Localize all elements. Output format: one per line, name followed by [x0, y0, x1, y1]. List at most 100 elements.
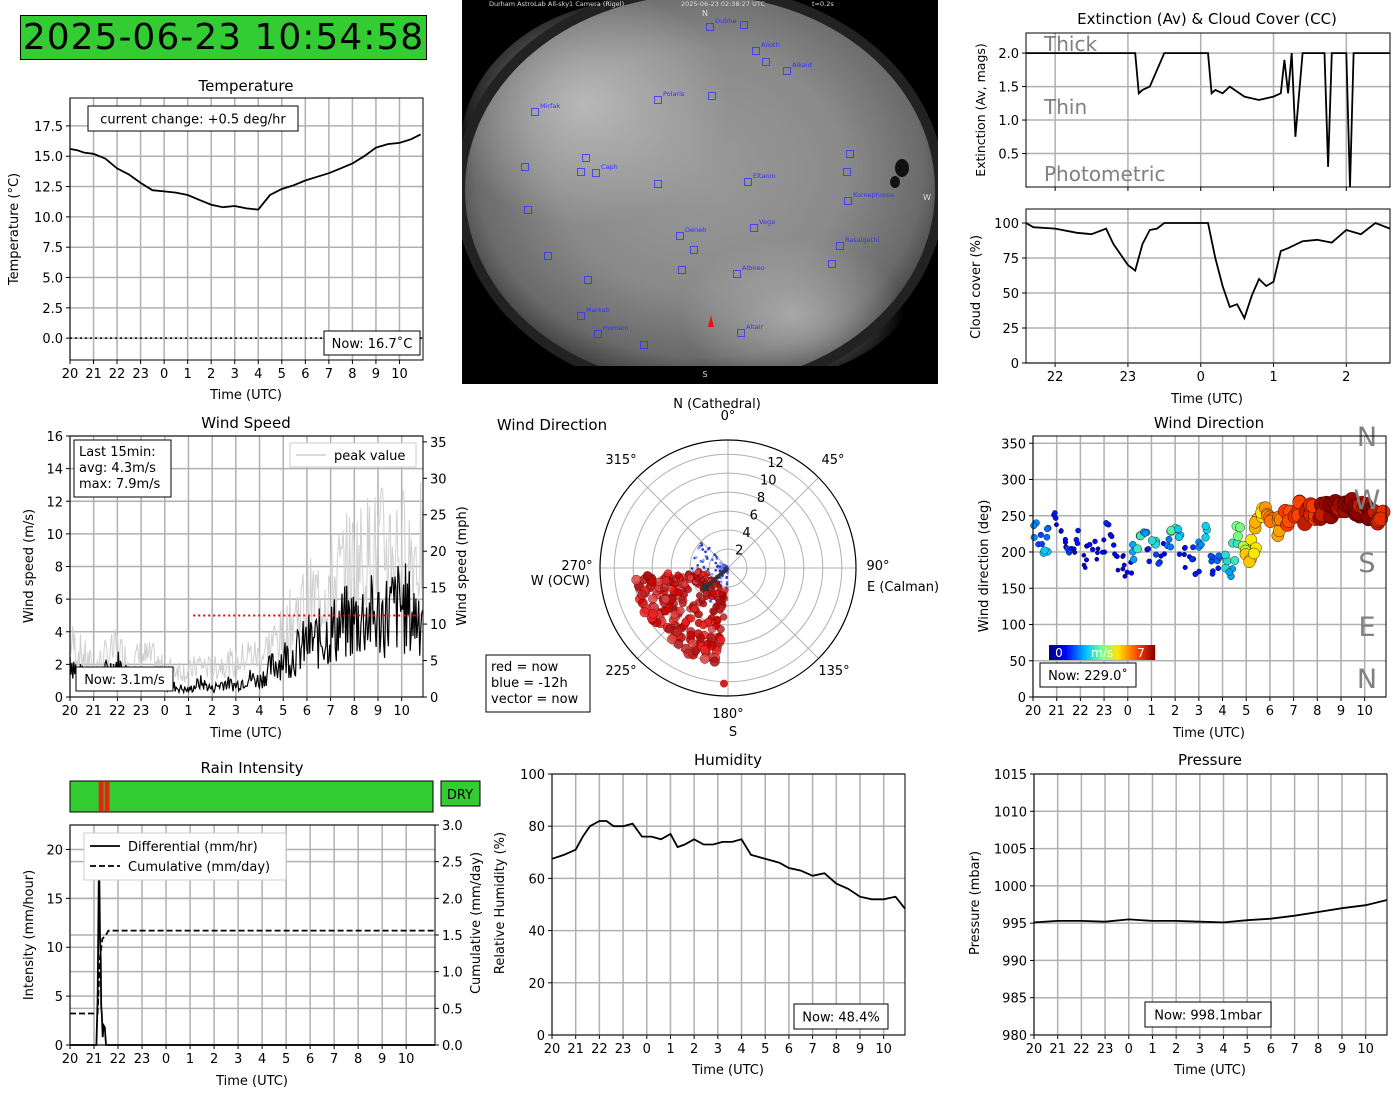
wind-rose-point-now: [720, 594, 727, 601]
wind-rose-point-now: [699, 586, 706, 593]
wind-rose-point-old: [699, 560, 703, 563]
wind-direction-point: [1314, 507, 1331, 523]
wind-rose-point-now: [706, 586, 713, 593]
temperature-change-annotation: current change: +0.5 deg/hr: [100, 113, 286, 128]
wind-direction-point: [1356, 500, 1372, 516]
wind-rose-point-now: [675, 574, 684, 582]
wind-rose-point-old: [719, 568, 723, 571]
wind-rose-point-now: [654, 577, 664, 587]
wind-direction-point: [1081, 562, 1087, 568]
wind-rose-point-now: [661, 595, 670, 604]
star-label: Mirfak: [540, 102, 560, 110]
wind-rose-point-old: [696, 563, 700, 567]
wind-direction-point: [1371, 512, 1387, 528]
wind-rose-point-old: [724, 566, 727, 569]
wind-direction-colorbar-cell: [1113, 645, 1116, 660]
wind-rose-point-now: [700, 584, 707, 591]
wind-direction-point: [1113, 553, 1119, 559]
wind-rose-point-old: [690, 567, 694, 570]
wind-rose-point-now: [694, 575, 701, 582]
wind-rose-r-tick-label: 10: [760, 473, 777, 488]
rain-cumulative-line: [70, 929, 435, 1015]
star-marker: [708, 92, 716, 100]
wind-speed-legend-label: peak value: [334, 449, 405, 464]
wind-rose-point-now: [706, 634, 716, 643]
star-marker: [592, 169, 600, 177]
wind-rose-point-now: [689, 601, 697, 609]
wind-rose-point-now: [639, 574, 649, 585]
pressure-y-tick-label: 1000: [994, 880, 1027, 895]
wind-direction-point: [1103, 520, 1110, 527]
wind-rose-point-now: [700, 571, 707, 578]
star-marker: [654, 96, 662, 104]
pressure-x-tick-label: 20: [1026, 1042, 1043, 1057]
wind-direction-colorbar-cell: [1123, 645, 1126, 660]
wind-rose-point-old: [726, 587, 729, 590]
wind-speed-y-tick-label-right: 35: [430, 436, 447, 451]
wind-rose-point-old: [708, 596, 711, 600]
pressure-x-tick-label: 1: [1148, 1042, 1156, 1057]
wind-rose-point-now: [714, 590, 721, 597]
wind-direction-point: [1195, 538, 1203, 546]
star-label: Alioth: [761, 41, 780, 49]
wind-direction-point: [1181, 552, 1187, 558]
wind-direction-ylabel: Wind direction (deg): [977, 500, 992, 633]
star-label: Rasalgethi: [845, 236, 879, 244]
rain-history-bar: [69, 780, 434, 813]
star-marker: [828, 260, 836, 268]
wind-direction-point: [1058, 528, 1064, 533]
wind-direction-colorbar-cell: [1081, 645, 1084, 660]
temperature-x-tick-label: 7: [325, 367, 333, 382]
rain-x-tick-label: 0: [162, 1052, 170, 1067]
wind-rose-point-now: [706, 581, 713, 588]
wind-rose-point-old: [725, 567, 728, 571]
wind-rose-point-now: [646, 612, 657, 623]
wind-direction-point: [1357, 496, 1374, 513]
wind-speed-y-tick-label: 14: [46, 463, 63, 478]
rain-ylabel: Intensity (mm/hour): [22, 870, 37, 1000]
wind-rose-point-now: [669, 625, 679, 636]
pressure-frame: [1033, 773, 1388, 1036]
wind-direction-y-tick-label: 150: [1001, 582, 1026, 597]
cloud-cover-frame: [1025, 208, 1391, 364]
humidity-x-tick-label: 8: [832, 1042, 840, 1057]
pressure-ylabel: Pressure (mbar): [968, 851, 983, 955]
wind-direction-point: [1272, 510, 1286, 524]
rain-x-tick-label: 20: [62, 1052, 79, 1067]
wind-rose-point-now: [707, 652, 718, 663]
wind-rose-point-old: [722, 566, 726, 570]
wind-rose-point-now: [693, 580, 701, 587]
extinction-y-tick-label: 0.5: [998, 148, 1019, 163]
wind-rose-point-now: [700, 585, 707, 592]
wind-rose-point-now: [705, 584, 712, 591]
wind-rose-point-old: [719, 586, 723, 590]
wind-rose-point-now: [714, 595, 721, 603]
wind-rose-point-old: [704, 550, 707, 554]
wind-speed-x-tick-label: 22: [109, 704, 126, 719]
wind-rose-point-now: [715, 633, 724, 642]
wind-direction-point: [1248, 521, 1262, 535]
wind-rose-point-old: [722, 571, 725, 575]
star-marker: [584, 276, 592, 284]
wind-rose-point-now: [667, 578, 676, 587]
wind-rose-point-now: [700, 600, 708, 608]
rain-y-tick-label-right: 1.5: [442, 929, 463, 944]
wind-rose-point-now: [655, 618, 666, 629]
wind-rose-east-label: E (Calman): [867, 580, 939, 595]
star-label: Markab: [586, 306, 610, 314]
wind-direction-y-tick-label: 0: [1018, 691, 1026, 706]
wind-direction-point: [1071, 546, 1077, 552]
rain-differential-line: [70, 873, 435, 1046]
wind-direction-colorbar-cell: [1151, 645, 1154, 660]
wind-direction-point: [1202, 525, 1211, 534]
rain-y-tick-label: 15: [46, 892, 63, 907]
wind-rose-point-old: [702, 566, 706, 570]
wind-direction-point: [1327, 494, 1344, 511]
star-marker: [750, 224, 758, 232]
wind-rose-point-now: [673, 631, 683, 641]
wind-rose-point-old: [720, 572, 724, 575]
wind-direction-point: [1051, 512, 1057, 518]
wind-direction-point: [1373, 511, 1389, 527]
wind-rose-point-now: [685, 570, 693, 578]
wind-direction-point: [1214, 557, 1221, 565]
